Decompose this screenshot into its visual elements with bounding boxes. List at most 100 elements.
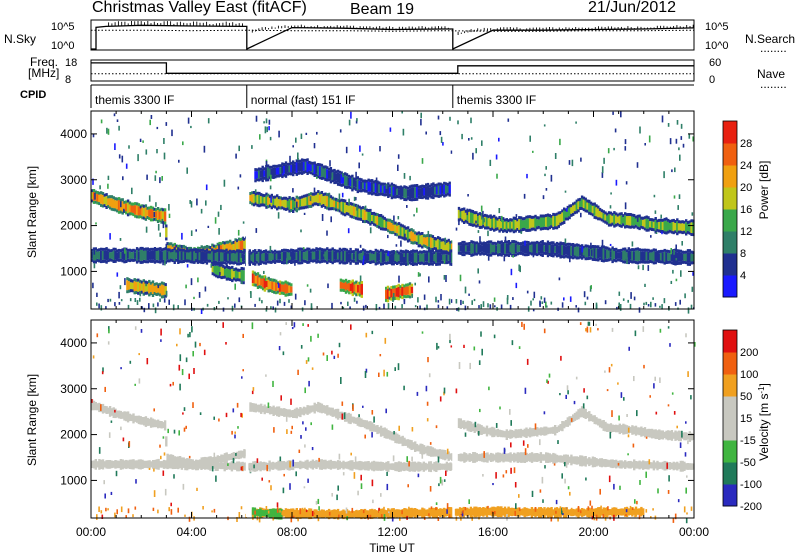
range-cell: [422, 461, 425, 472]
range-cell: [105, 406, 108, 414]
range-cell: [387, 218, 390, 222]
scatter-cell: [108, 328, 110, 334]
range-cell: [620, 508, 623, 516]
range-cell: [228, 261, 232, 265]
colorbar-tick-label: 8: [740, 248, 746, 260]
range-cell: [300, 261, 304, 265]
range-cell: [566, 245, 569, 256]
scatter-cell: [545, 301, 547, 308]
scatter-cell: [634, 514, 636, 518]
range-cell: [317, 166, 320, 176]
scatter-cell: [153, 408, 155, 412]
range-cell: [353, 203, 356, 207]
range-cell: [144, 250, 148, 261]
range-cell: [379, 192, 383, 196]
range-cell: [335, 180, 338, 184]
range-cell: [304, 194, 307, 198]
range-cell: [251, 194, 254, 203]
range-cell: [498, 219, 501, 230]
range-cell: [378, 181, 381, 185]
range-cell: [218, 263, 221, 267]
range-cell: [595, 248, 598, 259]
scatter-cell: [691, 212, 694, 216]
range-cell: [433, 237, 436, 240]
range-cell: [652, 261, 656, 265]
range-cell: [461, 219, 464, 223]
range-cell: [507, 240, 511, 243]
range-cell: [260, 275, 263, 279]
range-cell: [103, 250, 106, 260]
range-cell: [214, 456, 218, 464]
range-cell: [284, 508, 288, 519]
range-cell: [589, 256, 593, 260]
scatter-cell: [518, 346, 521, 349]
range-cell: [351, 416, 354, 423]
range-cell: [690, 250, 693, 254]
scatter-cell: [153, 468, 155, 472]
scatter-cell: [326, 230, 328, 236]
range-cell: [457, 508, 460, 516]
range-cell: [433, 507, 437, 518]
scatter-cell: [652, 297, 654, 300]
scatter-cell: [356, 204, 358, 211]
range-cell: [119, 249, 123, 253]
range-cell: [442, 238, 445, 242]
range-cell: [516, 507, 519, 517]
range-cell: [417, 185, 421, 189]
range-cell: [611, 424, 614, 432]
scatter-cell: [234, 434, 236, 439]
range-cell: [631, 425, 634, 435]
range-cell: [173, 242, 176, 246]
range-cell: [410, 184, 413, 188]
scatter-cell: [304, 300, 306, 306]
scatter-cell: [153, 490, 156, 497]
range-cell: [643, 427, 647, 438]
range-cell: [521, 241, 525, 245]
range-cell: [135, 205, 139, 216]
scatter-cell: [421, 452, 424, 459]
range-cell: [329, 198, 333, 208]
range-cell: [232, 261, 235, 265]
range-cell: [412, 187, 415, 199]
range-cell: [681, 250, 684, 254]
range-cell: [408, 261, 411, 265]
scatter-cell: [515, 214, 518, 217]
range-cell: [475, 244, 478, 253]
scatter-cell: [340, 377, 342, 384]
scatter-cell: [585, 477, 587, 481]
range-cell: [358, 460, 361, 471]
range-cell: [397, 283, 400, 287]
range-cell: [232, 243, 235, 251]
range-cell: [616, 216, 620, 223]
range-cell: [438, 237, 442, 241]
range-cell: [344, 510, 347, 519]
scatter-cell: [647, 304, 650, 307]
scatter-cell: [458, 362, 461, 369]
range-cell: [403, 253, 406, 262]
range-cell: [243, 260, 246, 264]
range-cell: [110, 198, 114, 208]
range-cell: [464, 212, 468, 220]
scatter-cell: [470, 117, 472, 124]
range-cell: [436, 249, 440, 253]
range-cell: [640, 225, 643, 229]
range-cell: [620, 248, 623, 252]
range-cell: [659, 218, 663, 222]
range-cell: [647, 228, 650, 232]
range-cell: [282, 510, 286, 517]
scatter-cell: [242, 369, 244, 372]
range-cell: [164, 286, 167, 295]
scatter-cell: [510, 420, 512, 426]
colorbar-tick-label: -50: [740, 457, 756, 469]
range-cell: [396, 225, 399, 234]
range-cell: [250, 462, 253, 471]
y-tick-label: 3000: [60, 173, 87, 187]
range-cell: [595, 417, 598, 425]
scatter-cell: [280, 395, 282, 401]
range-cell: [432, 507, 435, 518]
scatter-cell: [543, 328, 546, 334]
scatter-cell: [628, 346, 630, 351]
scatter-cell: [389, 127, 392, 132]
range-cell: [424, 446, 428, 454]
range-cell: [308, 163, 311, 171]
